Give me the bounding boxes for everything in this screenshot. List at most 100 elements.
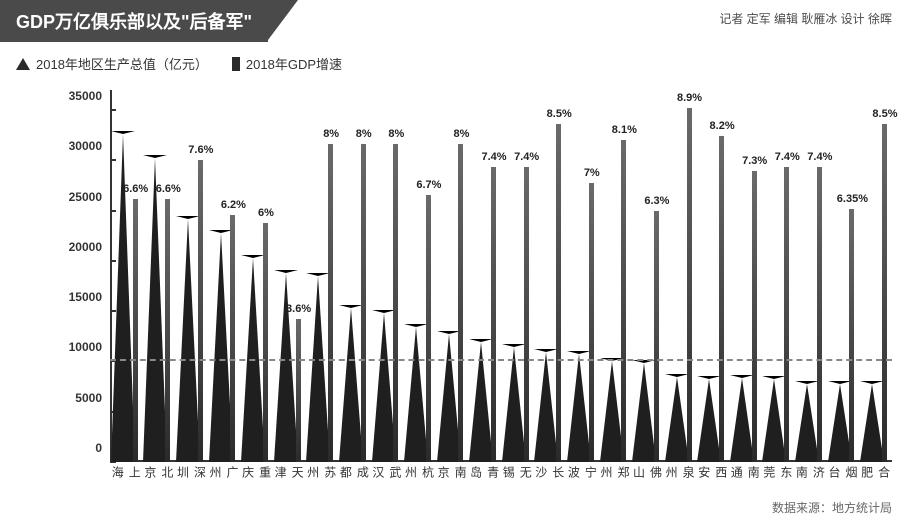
city-label: 天津 <box>272 466 306 479</box>
y-tick-label: 25000 <box>69 190 102 204</box>
city-label: 南京 <box>435 466 469 479</box>
growth-bar <box>230 215 235 462</box>
growth-label: 8% <box>356 128 372 140</box>
y-tick-label: 0 <box>95 441 102 455</box>
gdp-triangle <box>697 376 721 462</box>
growth-bar <box>198 160 203 463</box>
triangle-icon <box>16 58 30 70</box>
growth-bar <box>849 209 854 462</box>
city-group: 6.6%上海 <box>110 90 143 462</box>
gdp-triangle <box>860 381 884 462</box>
gdp-triangle <box>306 273 330 462</box>
growth-label: 7% <box>584 167 600 179</box>
city-group: 6.3%佛山 <box>631 90 664 462</box>
gdp-triangle <box>274 270 298 462</box>
city-label: 苏州 <box>305 466 339 479</box>
city-label: 杭州 <box>402 466 436 479</box>
legend-growth: 2018年GDP增速 <box>232 54 342 73</box>
gdp-triangle <box>502 344 526 462</box>
y-tick-label: 20000 <box>69 240 102 254</box>
city-label: 泉州 <box>663 466 697 479</box>
gdp-triangle <box>632 360 656 462</box>
chart-container: GDP万亿俱乐部以及"后备军" 记者 定军 编辑 耿雁冰 设计 徐晖 2018年… <box>0 0 912 522</box>
city-group: 7.6%深圳 <box>175 90 208 462</box>
gdp-triangle <box>437 331 461 462</box>
growth-bar <box>263 223 268 462</box>
growth-bar <box>165 199 170 462</box>
gdp-triangle <box>665 374 689 462</box>
growth-bar <box>426 195 431 462</box>
city-label: 烟台 <box>826 466 860 479</box>
legend: 2018年地区生产总值（亿元） 2018年GDP增速 <box>16 54 896 73</box>
city-label: 东莞 <box>761 466 795 479</box>
city-group: 7%宁波 <box>566 90 599 462</box>
credits-text: 记者 定军 编辑 耿雁冰 设计 徐晖 <box>719 10 892 27</box>
city-group: 6.2%广州 <box>208 90 241 462</box>
city-label: 深圳 <box>174 466 208 479</box>
city-label: 北京 <box>142 466 176 479</box>
city-group: 8%南京 <box>436 90 469 462</box>
growth-bar <box>784 167 789 462</box>
growth-bar <box>296 319 301 462</box>
legend-gdp-label: 2018年地区生产总值（亿元） <box>36 54 208 73</box>
growth-bar <box>458 144 463 462</box>
y-tick-label: 35000 <box>69 89 102 103</box>
city-label: 济南 <box>793 466 827 479</box>
city-label: 佛山 <box>631 466 665 479</box>
growth-bar <box>752 171 757 462</box>
city-group: 7.4%东莞 <box>762 90 795 462</box>
city-label: 青岛 <box>468 466 502 479</box>
growth-bar <box>524 167 529 462</box>
city-group: 8.1%郑州 <box>599 90 632 462</box>
growth-bar <box>491 167 496 462</box>
gdp-triangle <box>534 349 558 462</box>
city-group: 8%成都 <box>338 90 371 462</box>
city-group: 6.35%烟台 <box>827 90 860 462</box>
gdp-triangle <box>176 216 200 462</box>
y-axis: 05000100001500020000250003000035000 <box>60 90 110 462</box>
legend-gdp: 2018年地区生产总值（亿元） <box>16 54 208 73</box>
growth-bar <box>361 144 366 462</box>
city-group: 8.2%西安 <box>696 90 729 462</box>
growth-bar <box>882 124 887 462</box>
city-label: 上海 <box>109 466 143 479</box>
growth-bar <box>621 140 626 462</box>
bars-container: 6.6%上海6.6%北京7.6%深圳6.2%广州6%重庆3.6%天津8%苏州8%… <box>110 90 892 462</box>
growth-bar <box>328 144 333 462</box>
city-label: 长沙 <box>533 466 567 479</box>
growth-bar <box>817 167 822 462</box>
growth-label: 8% <box>323 128 339 140</box>
city-group: 7.3%南通 <box>729 90 762 462</box>
city-group: 6.7%杭州 <box>403 90 436 462</box>
city-label: 广州 <box>207 466 241 479</box>
growth-bar <box>556 124 561 462</box>
city-group: 6%重庆 <box>240 90 273 462</box>
growth-label: 8% <box>454 128 470 140</box>
growth-bar <box>589 183 594 462</box>
growth-label: 6% <box>258 207 274 219</box>
city-label: 重庆 <box>240 466 274 479</box>
growth-bar <box>654 211 659 462</box>
growth-bar <box>719 136 724 462</box>
chart-title: GDP万亿俱乐部以及"后备军" <box>0 0 268 42</box>
city-group: 8.5%合肥 <box>859 90 892 462</box>
y-tick-label: 30000 <box>69 139 102 153</box>
city-group: 7.4%青岛 <box>468 90 501 462</box>
city-group: 6.6%北京 <box>143 90 176 462</box>
y-tick-label: 15000 <box>69 290 102 304</box>
gdp-triangle <box>111 131 135 462</box>
city-group: 7.4%无锡 <box>501 90 534 462</box>
city-label: 南通 <box>728 466 762 479</box>
gdp-triangle <box>730 375 754 462</box>
gdp-triangle <box>469 339 493 462</box>
reference-line <box>110 359 892 361</box>
city-label: 成都 <box>337 466 371 479</box>
city-group: 7.4%济南 <box>794 90 827 462</box>
gdp-triangle <box>143 155 167 462</box>
gdp-triangle <box>339 305 363 462</box>
y-tick-label: 5000 <box>75 391 102 405</box>
city-group: 8.5%长沙 <box>534 90 567 462</box>
city-label: 西安 <box>696 466 730 479</box>
growth-bar <box>687 108 692 462</box>
bar-icon <box>232 57 240 71</box>
